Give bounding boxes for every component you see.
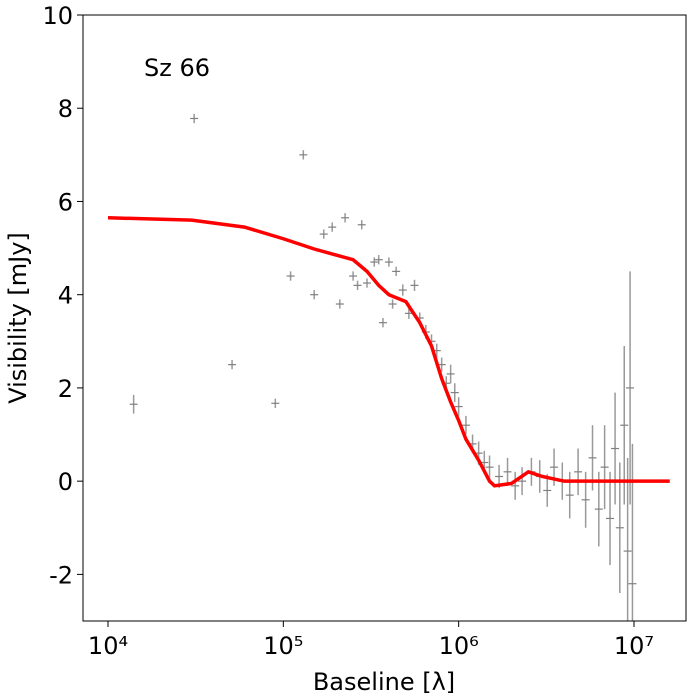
x-tick-label: 10⁴: [88, 632, 128, 660]
y-tick-label: 4: [58, 282, 73, 310]
x-tick-label: 10⁵: [263, 632, 303, 660]
plot-area: [107, 113, 670, 621]
y-axis-label: Visibility [mJy]: [4, 232, 32, 404]
x-tick-label: 10⁷: [614, 632, 654, 660]
y-tick-label: 10: [42, 2, 73, 30]
model-line: [107, 216, 670, 488]
x-axis-label: Baseline [λ]: [313, 668, 455, 696]
y-tick-label: 6: [58, 188, 73, 216]
y-tick-label: 0: [58, 468, 73, 496]
y-tick-label: 2: [58, 375, 73, 403]
annotation: Sz 66: [144, 54, 210, 82]
y-tick-label: 8: [58, 95, 73, 123]
y-tick-label: -2: [49, 561, 73, 589]
x-tick-label: 10⁶: [439, 632, 479, 660]
plot-frame: [82, 14, 687, 622]
